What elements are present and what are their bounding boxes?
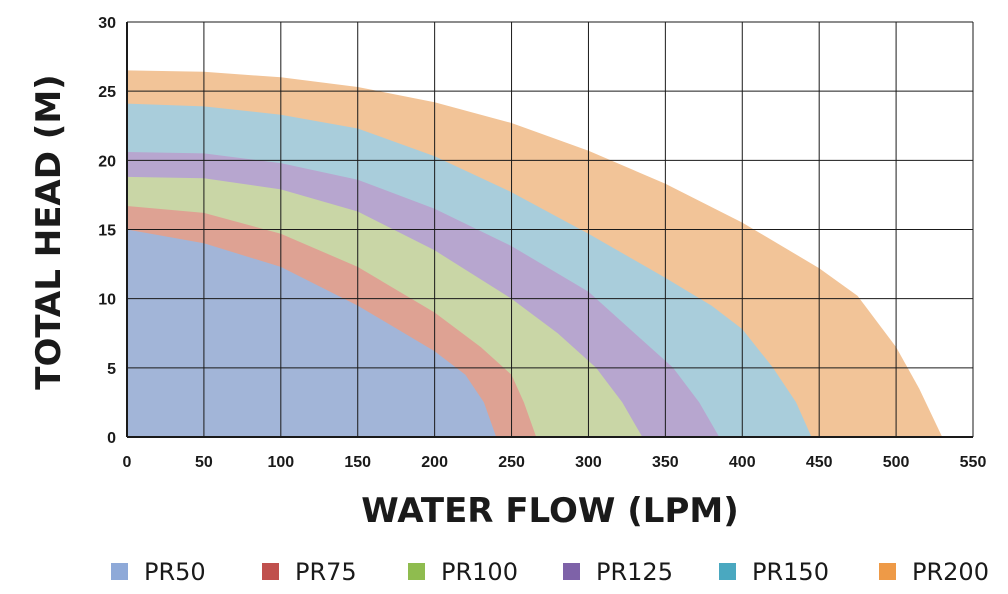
x-tick-label: 0: [123, 454, 132, 471]
x-tick-label: 150: [344, 454, 371, 471]
legend-swatch: [408, 563, 425, 580]
x-axis-title: WATER FLOW (LPM): [361, 491, 739, 531]
legend-swatch: [563, 563, 580, 580]
y-tick-label: 30: [98, 15, 116, 32]
x-tick-label: 400: [729, 454, 756, 471]
y-axis-title: TOTAL HEAD (M): [29, 74, 69, 389]
axes: [126, 22, 973, 438]
x-tick-label: 450: [806, 454, 833, 471]
x-tick-label: 50: [195, 454, 213, 471]
y-tick-label: 15: [98, 223, 116, 240]
y-tick-label: 0: [107, 430, 116, 447]
x-tick-label: 300: [575, 454, 602, 471]
legend-label: PR75: [295, 558, 357, 586]
x-tick-label: 500: [883, 454, 910, 471]
legend-item-pr75: PR75: [262, 558, 357, 586]
y-tick-label: 20: [98, 153, 116, 170]
legend-label: PR125: [596, 558, 673, 586]
y-tick-label: 25: [98, 84, 116, 101]
legend-swatch: [719, 563, 736, 580]
y-tick-label: 10: [98, 292, 116, 309]
x-tick-label: 350: [652, 454, 679, 471]
legend-swatch: [262, 563, 279, 580]
x-tick-label: 250: [498, 454, 525, 471]
y-tick-label: 5: [107, 361, 116, 378]
legend-item-pr150: PR150: [719, 558, 829, 586]
legend-swatch: [879, 563, 896, 580]
y-tick-labels: 0 5 10 15 20 25 30: [98, 15, 116, 447]
legend-swatch: [111, 563, 128, 580]
legend-label: PR100: [441, 558, 518, 586]
legend-item-pr125: PR125: [563, 558, 673, 586]
legend-label: PR50: [144, 558, 206, 586]
legend-item-pr50: PR50: [111, 558, 206, 586]
series-areas: [127, 70, 943, 438]
x-tick-label: 100: [267, 454, 294, 471]
legend-label: PR150: [752, 558, 829, 586]
legend-label: PR200: [912, 558, 989, 586]
legend-item-pr100: PR100: [408, 558, 518, 586]
area-pr50: [127, 229, 497, 437]
x-tick-labels: 0 50 100 150 200 250 300 350 400 450 500 550: [123, 454, 987, 471]
x-tick-label: 200: [421, 454, 448, 471]
legend-item-pr200: PR200: [879, 558, 989, 586]
legend: PR50 PR75 PR100 PR125 PR150 PR200: [111, 558, 989, 586]
grid-lines: [126, 21, 974, 438]
x-tick-label: 550: [960, 454, 987, 471]
